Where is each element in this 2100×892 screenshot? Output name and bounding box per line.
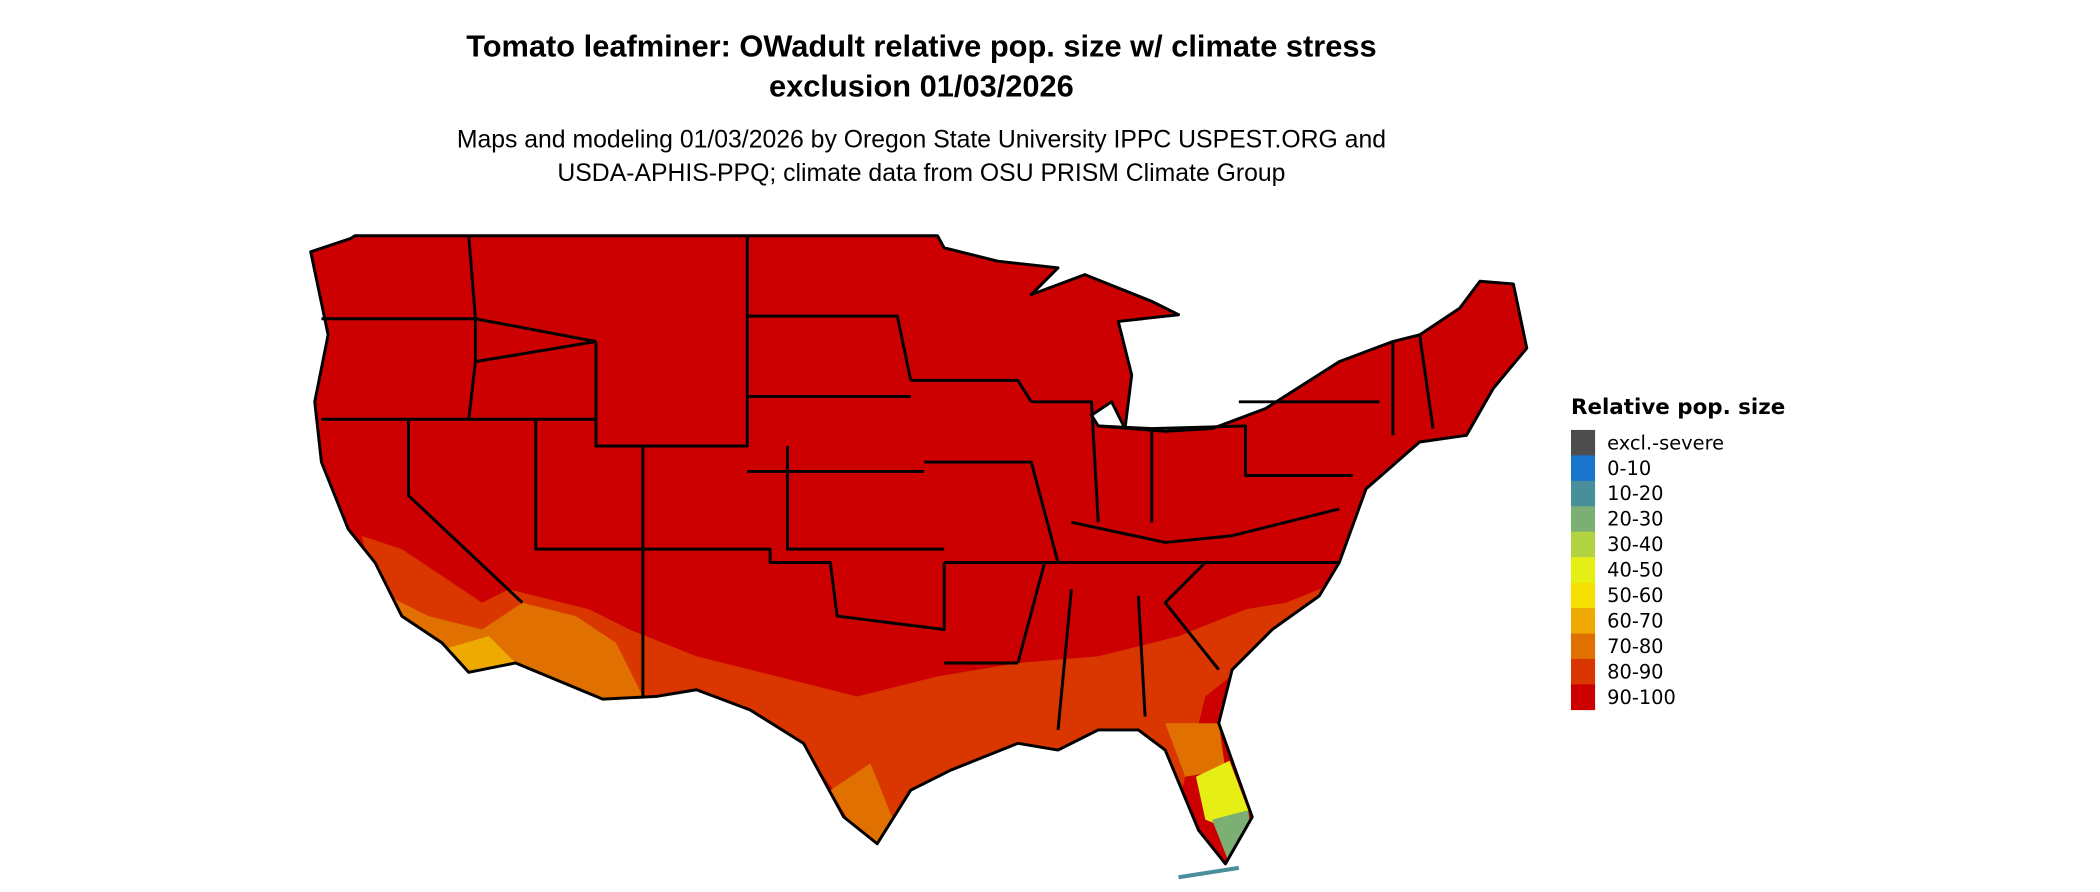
legend-swatch — [1570, 633, 1596, 660]
legend-swatch — [1570, 455, 1596, 482]
legend-label: 10-20 — [1607, 482, 1663, 505]
legend-label: 90-100 — [1607, 686, 1676, 709]
legend-label: 60-70 — [1607, 609, 1663, 632]
legend-swatch — [1570, 506, 1596, 532]
legend-label: 40-50 — [1607, 559, 1663, 582]
legend-swatch — [1570, 429, 1596, 456]
legend-swatch — [1570, 557, 1596, 583]
zone-90-100 — [310, 235, 1527, 864]
legend-swatch — [1570, 480, 1596, 507]
map-title-line1: Tomato leafminer: OWadult relative pop. … — [466, 28, 1376, 63]
zone-70-80 — [375, 589, 643, 710]
legend-label: 70-80 — [1607, 635, 1663, 658]
map-subtitle-line1: Maps and modeling 01/03/2026 by Oregon S… — [457, 126, 1386, 153]
zone-10-20-keys — [1178, 865, 1240, 880]
legend-label: 20-30 — [1607, 508, 1663, 531]
zone-80-90 — [361, 535, 1353, 858]
legend-label: 80-90 — [1607, 660, 1663, 683]
map-subtitle-line2: USDA-APHIS-PPQ; climate data from OSU PR… — [557, 160, 1285, 187]
zone-70-80-texas — [830, 763, 898, 858]
legend-swatch — [1570, 582, 1596, 609]
legend-label: 30-40 — [1607, 533, 1663, 556]
legend-swatch — [1570, 684, 1596, 711]
zone-40-50 — [1195, 760, 1249, 831]
legend-label: 0-10 — [1607, 457, 1651, 480]
map-title-line2: exclusion 01/03/2026 — [769, 68, 1074, 103]
us-map — [310, 235, 1527, 864]
zone-70-80-florida — [1165, 723, 1226, 777]
legend-title: Relative pop. size — [1571, 395, 1785, 420]
legend-label: excl.-severe — [1607, 431, 1724, 454]
legend: Relative pop. size excl.-severe 0-1010-20… — [1570, 395, 1785, 711]
state-boundaries — [321, 235, 1435, 731]
legend-swatch — [1570, 531, 1596, 558]
legend-label: 50-60 — [1607, 584, 1663, 607]
legend-swatch — [1570, 658, 1596, 685]
legend-swatch — [1570, 608, 1596, 634]
